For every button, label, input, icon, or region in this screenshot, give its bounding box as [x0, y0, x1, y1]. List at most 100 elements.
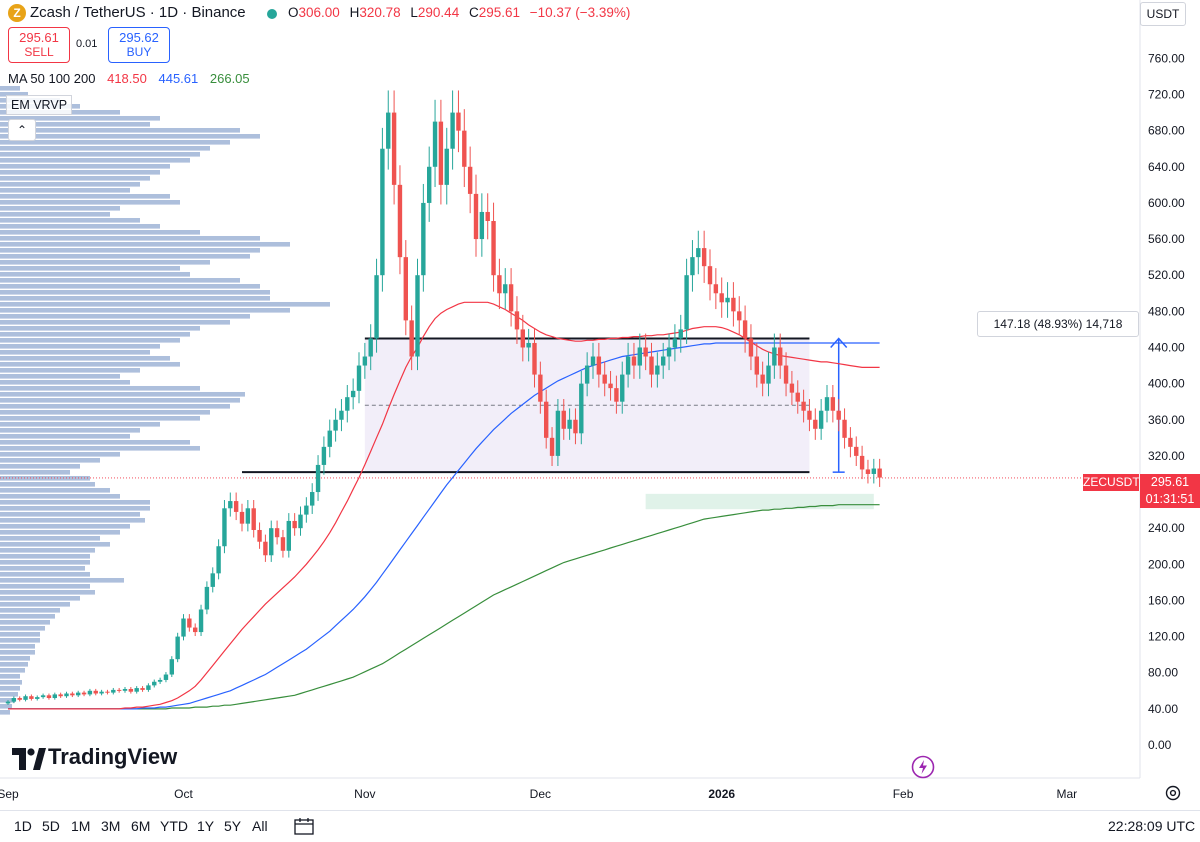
range-button-ytd[interactable]: YTD — [160, 818, 188, 834]
volume-profile-bar — [0, 692, 18, 697]
volume-profile-bar — [0, 182, 140, 187]
date-tick-label: Oct — [174, 787, 193, 801]
volume-profile-bar — [0, 290, 270, 295]
candle-body — [473, 193, 479, 240]
volume-profile-bar — [0, 656, 30, 661]
candle-body — [731, 297, 736, 312]
candle-body — [579, 383, 584, 434]
candle-body — [596, 356, 602, 375]
candle-body — [368, 338, 373, 357]
candle-body — [292, 520, 297, 529]
price-tick-label: 40.00 — [1148, 702, 1178, 716]
range-button-all[interactable]: All — [252, 818, 268, 834]
date-tick-label: Dec — [530, 787, 551, 801]
sell-button[interactable]: 295.61 SELL — [8, 27, 70, 63]
volume-profile-bar — [0, 374, 120, 379]
volume-profile-bar — [0, 428, 140, 433]
volume-profile-bar — [0, 350, 150, 355]
range-button-1d[interactable]: 1D — [14, 818, 32, 834]
date-range-calendar-icon[interactable] — [293, 816, 315, 836]
volume-profile-bar — [0, 308, 290, 313]
volume-profile-bar — [0, 488, 110, 493]
volume-profile-bar — [0, 404, 230, 409]
candle-body — [584, 365, 590, 384]
volume-profile-bar — [0, 536, 100, 541]
spread-value: 0.01 — [76, 38, 98, 50]
candle-body — [813, 419, 818, 429]
candle-body — [754, 356, 759, 375]
candle-body — [76, 692, 81, 696]
candle-body — [865, 469, 871, 474]
settings-gear-icon[interactable] — [1164, 784, 1182, 802]
range-button-6m[interactable]: 6M — [131, 818, 151, 834]
candle-body — [310, 492, 315, 506]
candle-body — [760, 374, 765, 384]
candle-body — [678, 329, 683, 339]
volume-profile-bar — [0, 680, 22, 685]
candle-body — [427, 166, 432, 203]
candles — [5, 90, 882, 705]
volume-profile-bar — [0, 362, 180, 367]
price-tick-label: 320.00 — [1148, 449, 1185, 463]
symbol-price-tag: ZECUSDT — [1083, 474, 1140, 491]
ma50-value: 418.50 — [107, 71, 147, 86]
candle-body — [239, 511, 245, 524]
volume-profile-bar — [0, 248, 260, 253]
candle-body — [198, 609, 204, 633]
last-price-tag: 295.61 01:31:51 — [1140, 474, 1200, 508]
utc-clock[interactable]: 22:28:09 UTC — [1108, 818, 1196, 834]
volume-profile-bar — [0, 512, 140, 517]
candle-body — [567, 419, 572, 429]
candle-body — [181, 618, 186, 637]
candle-body — [444, 148, 449, 185]
candle-body — [526, 342, 531, 348]
candle-body — [128, 688, 134, 692]
volume-profile-bar — [0, 266, 180, 271]
range-button-5d[interactable]: 5D — [42, 818, 60, 834]
candle-body — [503, 284, 508, 294]
volume-profile-bar — [0, 236, 260, 241]
candle-body — [766, 365, 771, 384]
candle-body — [251, 508, 256, 530]
lightning-icon[interactable] — [911, 755, 935, 779]
volume-profile-bar — [0, 524, 130, 529]
price-tick-label: 200.00 — [1148, 557, 1185, 571]
ma-legend[interactable]: MA 50 100 200 418.50 445.61 266.05 — [8, 71, 258, 86]
price-tick-label: 760.00 — [1148, 51, 1185, 65]
candle-body — [140, 688, 145, 690]
candle-body — [81, 692, 87, 695]
range-button-1y[interactable]: 1Y — [197, 818, 215, 834]
collapse-legend-button[interactable]: ⌃ — [8, 119, 36, 141]
volume-profile-bar — [0, 632, 40, 637]
volume-profile-bar — [0, 320, 230, 325]
symbol-title[interactable]: Zcash / TetherUS · 1D · Binance — [30, 4, 246, 21]
candle-body — [397, 184, 403, 258]
buy-button[interactable]: 295.62 BUY — [108, 27, 170, 63]
candle-body — [789, 383, 795, 393]
candle-body — [134, 688, 139, 692]
range-button-1m[interactable]: 1M — [71, 818, 91, 834]
candle-body — [46, 695, 52, 699]
ma100-line — [8, 342, 880, 710]
volume-profile-bar — [0, 542, 110, 547]
candle-body — [17, 698, 22, 700]
candle-body — [187, 618, 192, 628]
candle-body — [573, 419, 578, 434]
volume-profile-bar — [0, 122, 150, 127]
volume-profile-bar — [0, 446, 200, 451]
volume-profile-bar — [0, 398, 240, 403]
volume-profile-bar — [0, 464, 80, 469]
volume-profile-bar — [0, 602, 70, 607]
vrvp-legend[interactable]: EM VRVP — [6, 95, 73, 115]
candle-body — [152, 681, 157, 686]
candle-body — [105, 691, 110, 693]
volume-profile-bar — [0, 134, 260, 139]
candle-body — [672, 338, 678, 348]
candle-body — [450, 112, 455, 149]
volume-profile-bar — [0, 326, 200, 331]
candle-body — [116, 689, 122, 691]
currency-selector[interactable]: USDT — [1140, 2, 1186, 26]
range-button-3m[interactable]: 3M — [101, 818, 121, 834]
range-button-5y[interactable]: 5Y — [224, 818, 242, 834]
